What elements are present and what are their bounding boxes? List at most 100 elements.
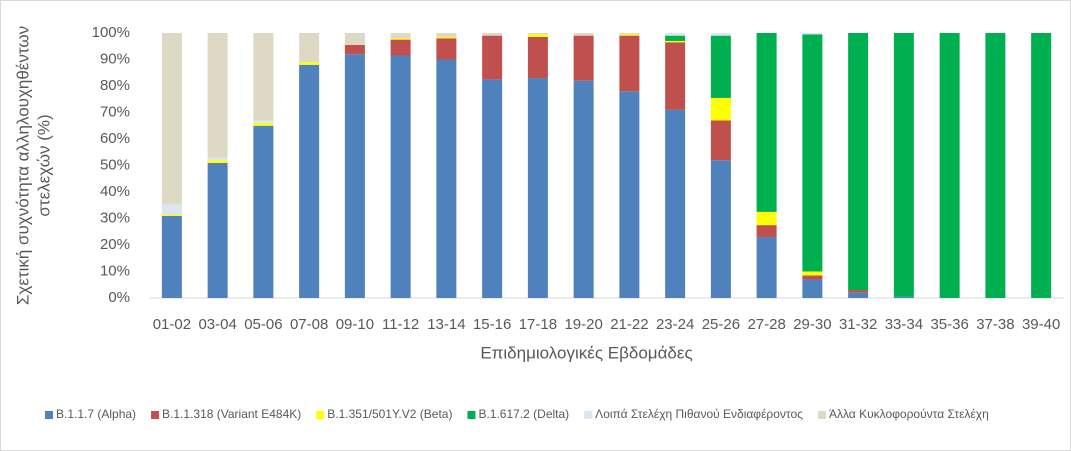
x-tick-label: 21-22: [610, 316, 648, 333]
bar-segment: [299, 64, 320, 298]
legend-label: B.1.617.2 (Delta): [478, 407, 569, 421]
x-tick-label: 07-08: [290, 316, 328, 333]
x-tick-label: 01-02: [153, 316, 191, 333]
x-tick-label: 29-30: [793, 316, 831, 333]
bar-segment: [710, 120, 731, 161]
y-axis-title: Σχετική συχνότητα αλληλουχηθέντων: [13, 26, 32, 305]
bar-segment: [710, 35, 731, 98]
y-tick-label: 40%: [100, 183, 130, 200]
bar-segment: [802, 33, 823, 35]
bar-segment: [207, 160, 228, 163]
bar-segment: [573, 33, 594, 36]
bar-segment: [161, 214, 182, 216]
legend-label: Άλλα Κυκλοφορούντα Στελέχη: [829, 407, 989, 421]
bar-segment: [527, 78, 548, 298]
bar-segment: [756, 237, 777, 298]
bar-segment: [299, 33, 320, 63]
bar-segment: [756, 225, 777, 238]
bar-segment: [802, 34, 823, 272]
bar-segment: [161, 33, 182, 204]
legend-swatch: [467, 411, 476, 419]
bar-segment: [482, 79, 503, 298]
x-tick-label: 37-38: [976, 316, 1014, 333]
y-tick-label: 30%: [100, 209, 130, 226]
bar-segment: [344, 44, 365, 55]
legend-label: B.1.351/501Y.V2 (Beta): [327, 407, 452, 421]
bar-segment: [436, 36, 457, 39]
legend-swatch: [817, 411, 826, 419]
legend-swatch: [45, 411, 53, 419]
bar-segment: [253, 120, 274, 124]
bar-segment: [482, 35, 503, 80]
bar-segment: [161, 203, 182, 215]
x-tick-label: 13-14: [427, 316, 465, 333]
bar-segment: [802, 271, 823, 276]
legend-swatch: [151, 411, 160, 419]
bar-segment: [573, 80, 594, 298]
bar-segment: [893, 33, 914, 297]
bar-segment: [573, 35, 594, 81]
x-tick-label: 09-10: [336, 316, 374, 333]
bar-segment: [253, 33, 274, 121]
x-tick-label: 23-24: [656, 316, 694, 333]
y-tick-label: 100%: [92, 24, 130, 41]
y-tick-label: 60%: [100, 130, 130, 147]
bar-segment: [619, 34, 640, 36]
bar-segment: [1031, 33, 1052, 298]
x-tick-label: 17-18: [519, 316, 557, 333]
bar-segment: [665, 109, 686, 298]
bar-segment: [802, 275, 823, 280]
legend-label: B.1.1.318 (Variant E484K): [162, 407, 301, 421]
bar-segment: [207, 157, 228, 161]
legend-label: Λοιπά Στελέχη Πιθανού Ενδιαφέροντος: [595, 407, 803, 421]
legend-swatch: [316, 411, 325, 419]
y-tick-label: 90%: [100, 50, 130, 67]
x-tick-label: 03-04: [198, 316, 236, 333]
y-axis-title: στελεχών (%): [34, 114, 53, 216]
bar-segment: [848, 33, 869, 291]
bar-segment: [161, 215, 182, 298]
y-tick-label: 20%: [100, 236, 130, 253]
x-tick-label: 33-34: [885, 316, 923, 333]
bar-segment: [802, 279, 823, 298]
y-tick-label: 80%: [100, 77, 130, 94]
bar-segment: [893, 296, 914, 298]
x-tick-label: 19-20: [564, 316, 602, 333]
bar-segment: [299, 62, 320, 65]
bar-segment: [619, 33, 640, 35]
y-tick-label: 10%: [100, 262, 130, 279]
x-tick-label: 35-36: [930, 316, 968, 333]
x-tick-label: 39-40: [1022, 316, 1060, 333]
bar-segment: [436, 38, 457, 60]
bar-segment: [390, 55, 411, 299]
bar-segment: [665, 35, 686, 41]
bar-segment: [939, 33, 960, 298]
bar-segment: [390, 33, 411, 39]
bar-segment: [344, 54, 365, 299]
bar-segment: [710, 160, 731, 298]
bar-segment: [390, 38, 411, 40]
bar-segment: [665, 33, 686, 36]
x-tick-label: 31-32: [839, 316, 877, 333]
x-tick-label: 05-06: [244, 316, 282, 333]
x-tick-label: 15-16: [473, 316, 511, 333]
y-tick-label: 70%: [100, 103, 130, 120]
bar-segment: [710, 33, 731, 36]
bar-segment: [985, 33, 1006, 298]
bar-segment: [619, 35, 640, 92]
bar-segment: [207, 162, 228, 298]
bar-segment: [848, 292, 869, 298]
bar-segment: [253, 123, 274, 126]
bar-segment: [848, 290, 869, 293]
legend-label: B.1.1.7 (Alpha): [56, 407, 136, 421]
bar-segment: [436, 59, 457, 298]
bar-segment: [482, 33, 503, 36]
x-tick-label: 25-26: [702, 316, 740, 333]
bar-segment: [207, 33, 228, 158]
x-tick-label: 11-12: [382, 316, 419, 333]
bar-segment: [756, 33, 777, 212]
x-tick-label: 27-28: [747, 316, 785, 333]
bar-segment: [253, 125, 274, 298]
y-tick-label: 0%: [108, 289, 130, 306]
